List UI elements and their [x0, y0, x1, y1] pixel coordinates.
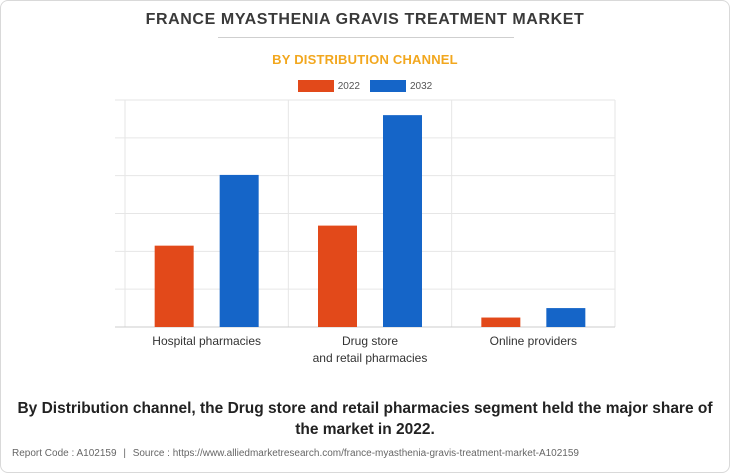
legend-item-2032[interactable]: 2032: [370, 80, 432, 92]
legend: 2022 2032: [0, 80, 730, 92]
legend-label-2022: 2022: [337, 80, 360, 92]
x-tick-label-2: Online providers: [490, 334, 577, 348]
bar-2022-0: [154, 245, 194, 327]
source-text: Source : https://www.alliedmarketresearc…: [132, 448, 579, 459]
bar-2032-0: [219, 174, 259, 327]
legend-swatch-2032: [370, 80, 406, 92]
chart-title: FRANCE MYASTHENIA GRAVIS TREATMENT MARKE…: [145, 11, 585, 28]
chart-conclusion: By Distribution channel, the Drug store …: [17, 400, 713, 438]
bar-2032-2: [546, 308, 586, 327]
legend-item-2022[interactable]: 2022: [297, 80, 360, 92]
report-code: Report Code : A102159: [12, 448, 117, 459]
bar-2032-1: [383, 115, 422, 327]
chart-subtitle: BY DISTRIBUTION CHANNEL: [272, 52, 458, 67]
bar-2022-1: [318, 225, 357, 327]
report-source-line: Report Code : A102159 | Source : https:/…: [12, 448, 579, 459]
x-tick-label-0: Hospital pharmacies: [152, 334, 261, 348]
legend-swatch-2022: [297, 80, 334, 92]
bar-2022-2: [481, 317, 521, 327]
legend-label-2032: 2032: [410, 80, 433, 92]
x-tick-label-1: Drug store and retail pharmacies: [313, 334, 428, 365]
separator: |: [123, 448, 126, 459]
title-divider: [218, 37, 514, 38]
